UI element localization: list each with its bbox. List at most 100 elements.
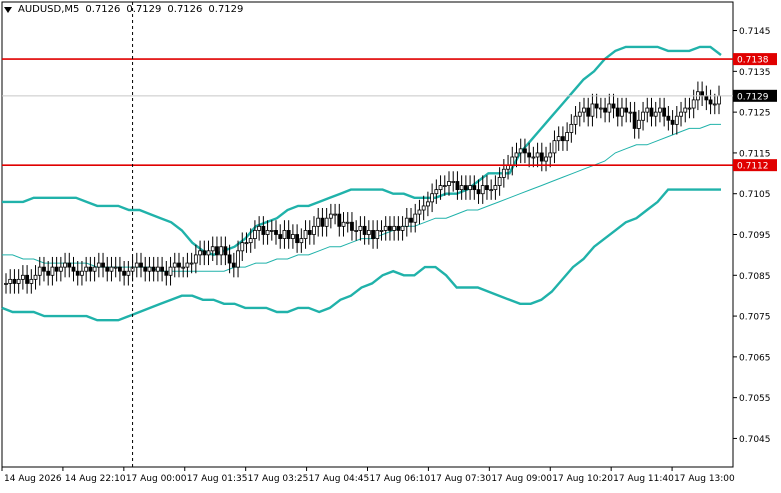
candle-body [109,266,114,272]
candle-body [717,95,721,105]
bollinger-middle-band [2,123,721,272]
candle-body [4,283,8,285]
y-tick-label: 0.7085 [739,272,771,282]
candle-body [303,230,308,239]
x-tick-label: 17 Aug 10:20 [552,474,613,484]
x-tick-label: 14 Aug 22:10 [65,474,126,484]
candle-body [33,274,38,280]
candle-body [523,148,527,154]
y-tick-label: 0.7075 [739,313,771,323]
candle-body [687,107,692,110]
candle-body [337,213,342,227]
candle-body [670,119,675,125]
candle-body [20,274,25,280]
candle-body [708,99,713,105]
y-tick-label: 0.7135 [739,68,771,78]
candle-body [653,111,658,117]
candle-body [219,246,224,256]
candle-body [451,181,456,183]
candle-body [434,189,439,195]
candle-body [240,242,245,252]
candle-body [147,266,152,272]
x-tick-label: 14 Aug 2026 [4,474,62,484]
open-value: 0.7126 [85,4,121,15]
bollinger-lower-band [1,188,721,322]
x-tick-label: 17 Aug 03:25 [248,474,309,484]
candle-body [265,230,270,235]
candle-body [75,270,80,276]
y-tick-label: 0.7095 [739,231,771,241]
candle-body [37,266,42,276]
candle-body [80,270,84,276]
candle-body [649,107,654,117]
chart-header: AUDUSD,M5 0.7126 0.7129 0.7126 0.7129 [4,4,243,15]
candle-body [269,230,274,232]
candle-body [345,221,350,224]
candle-body [535,152,540,158]
candle-body [8,278,13,284]
candle-body [16,278,21,284]
candle-body [472,185,477,191]
candle-body [704,95,709,101]
candle-body [312,225,316,235]
candle-body [531,156,536,159]
candle-body [620,107,624,117]
candle-body [679,111,683,117]
candle-body [215,246,219,256]
candle-body [485,185,489,191]
candle-body [594,103,599,109]
candle-body [181,266,186,269]
x-tick-label: 17 Aug 00:00 [126,474,187,484]
candle-body [282,230,287,239]
candle-body [198,250,202,256]
candle-body [160,266,165,272]
candle-body [442,185,447,187]
candle-body [143,266,148,272]
candle-body [468,185,472,191]
candle-body [573,115,578,125]
candle-body [96,262,101,268]
candle-body [316,217,321,227]
candle-body [565,132,570,142]
y-tick-label: 0.7065 [739,353,771,363]
candle-body [510,156,515,166]
chevron-down-icon[interactable] [4,6,12,13]
candle-body [615,107,620,117]
candle-body [126,270,131,276]
y-tick-label: 0.7045 [739,435,771,445]
candle-body [417,209,422,215]
level-price-tag [733,159,777,172]
y-tick-label: 0.7115 [739,149,771,159]
candle-body [501,168,506,178]
candle-body [286,230,291,239]
candle-body [206,250,211,256]
candle-body [50,266,55,276]
level-price-label: 0.7112 [737,162,769,172]
candle-body [350,221,354,231]
candle-body [328,213,333,219]
candle-body [274,230,278,235]
high-value: 0.7129 [126,4,162,15]
level-price-tag [733,53,777,66]
candle-body [354,230,359,232]
candle-body [712,103,717,106]
candle-body [248,238,253,244]
candle-body [295,234,300,244]
candle-body [371,230,375,239]
candle-body [324,217,329,227]
candle-body [185,262,190,268]
symbol-label: AUDUSD,M5 [18,4,80,15]
candle-body [598,107,603,110]
candle-body [29,278,34,284]
candle-body [421,205,426,211]
candle-body [231,262,236,268]
candle-body [632,111,637,129]
candle-body [577,111,582,117]
candle-body [177,262,181,268]
candle-body [447,181,451,186]
x-tick-label: 17 Aug 06:10 [370,474,431,484]
x-tick-label: 17 Aug 07:30 [430,474,491,484]
candle-body [299,238,304,244]
candle-body [25,274,29,284]
